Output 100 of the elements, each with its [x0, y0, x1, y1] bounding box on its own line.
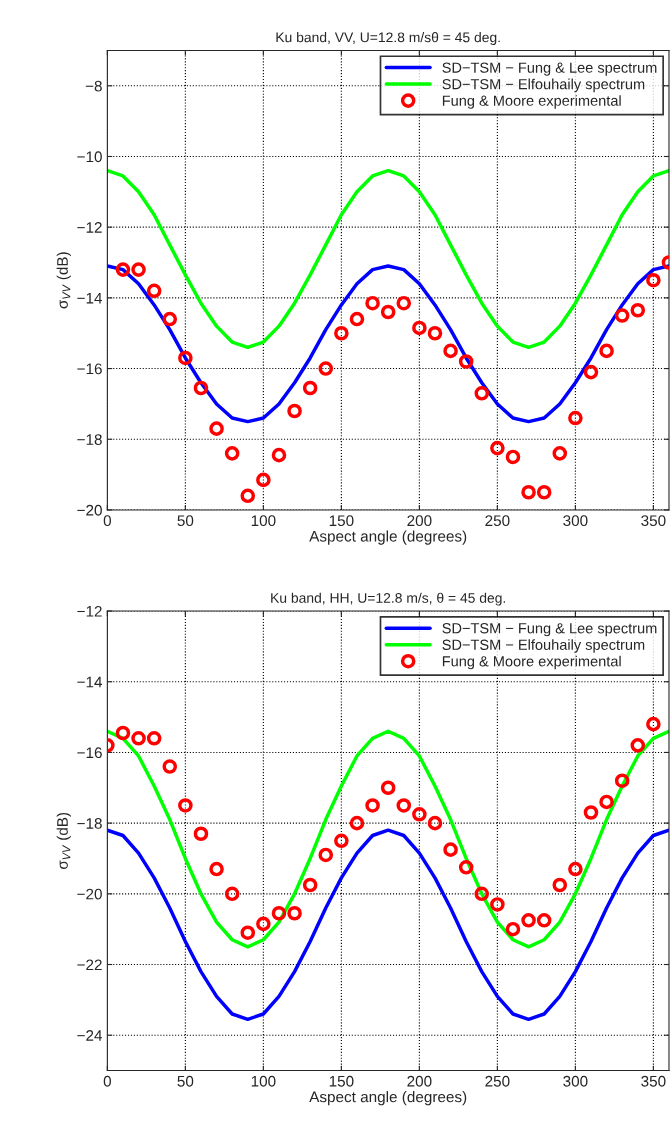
- y-tick-label: −10: [77, 151, 102, 163]
- x-tick-label: 300: [563, 1075, 588, 1087]
- y-tick-label: −14: [77, 676, 103, 688]
- point: [458, 354, 474, 369]
- x-tick-label: 250: [485, 1075, 510, 1087]
- point: [115, 262, 131, 277]
- point: [427, 815, 443, 831]
- point: [536, 484, 552, 500]
- point: [568, 861, 583, 877]
- point: [552, 446, 568, 461]
- point: [396, 798, 412, 813]
- y-tick-label: −14: [77, 292, 103, 304]
- point: [302, 380, 318, 396]
- point: [505, 449, 521, 465]
- point: [630, 302, 646, 318]
- chart-title: Ku band, HH, U=12.8 m/s, θ = 45 deg.: [271, 592, 506, 606]
- x-tick-label: 50: [177, 1075, 194, 1087]
- legend-label: Fung & Moore experimental: [442, 95, 621, 109]
- y-axis-title: σ$_{VV}$ (dB): [56, 812, 71, 870]
- x-tick-label: 250: [485, 515, 510, 527]
- point: [521, 913, 536, 928]
- y-tick-label: −16: [77, 363, 102, 375]
- legend-label: SD−TSM − Fung & Lee spectrum: [442, 623, 657, 637]
- point: [380, 780, 396, 796]
- point: [193, 380, 209, 396]
- point: [646, 272, 661, 288]
- point: [614, 773, 630, 789]
- point: [146, 283, 162, 299]
- point: [490, 440, 505, 456]
- y-tick-label: −8: [85, 80, 102, 92]
- point: [583, 805, 599, 820]
- point: [474, 386, 490, 401]
- point: [334, 833, 349, 849]
- point: [505, 921, 521, 937]
- line-series: [107, 168, 669, 350]
- point: [490, 897, 505, 912]
- x-tick-label: 350: [641, 1075, 666, 1087]
- point: [287, 403, 302, 419]
- point: [614, 308, 630, 323]
- y-tick-label: −12: [77, 605, 102, 617]
- point: [193, 826, 209, 842]
- point: [318, 361, 334, 376]
- point: [271, 447, 287, 463]
- point: [646, 716, 661, 732]
- point: [396, 295, 412, 311]
- y-tick-label: −16: [77, 747, 102, 759]
- point: [412, 806, 427, 822]
- y-axis-title: σ$_{VV}$ (dB): [56, 252, 71, 309]
- point: [115, 725, 131, 741]
- x-tick-label: 150: [329, 515, 354, 527]
- legend-label: SD−TSM − Elfouhaily spectrum: [442, 639, 645, 653]
- x-tick-label: 350: [641, 515, 666, 527]
- point: [146, 731, 162, 746]
- point: [599, 343, 614, 359]
- point: [521, 484, 536, 500]
- x-tick-label: 50: [177, 515, 194, 527]
- point: [599, 794, 614, 810]
- point: [240, 488, 256, 504]
- point: [224, 446, 240, 461]
- x-tick-label: 0: [103, 515, 112, 527]
- point: [318, 847, 334, 863]
- x-tick-label: 200: [407, 515, 432, 527]
- y-tick-label: −24: [77, 1030, 103, 1041]
- point: [178, 350, 193, 366]
- point: [349, 311, 365, 327]
- point: [256, 916, 271, 932]
- point: [349, 815, 365, 831]
- point: [162, 311, 178, 327]
- chart-title: Ku band, VV, U=12.8 m/sθ = 45 deg.: [276, 32, 500, 45]
- point: [630, 738, 646, 753]
- x-tick-label: 200: [407, 1075, 432, 1087]
- y-tick-label: −18: [77, 434, 102, 445]
- point: [583, 364, 599, 380]
- point: [256, 472, 271, 488]
- x-axis-title: Aspect angle (degrees): [309, 1091, 467, 1106]
- y-tick-label: −20: [77, 888, 102, 900]
- point: [552, 877, 568, 893]
- point: [365, 295, 380, 311]
- point: [178, 798, 193, 813]
- y-tick-label: −12: [77, 222, 102, 233]
- point: [365, 798, 380, 813]
- point: [412, 320, 427, 336]
- point: [474, 886, 490, 902]
- point: [443, 842, 458, 857]
- legend-label: SD−TSM − Fung & Lee spectrum: [442, 62, 657, 76]
- y-tick-label: −22: [77, 959, 102, 971]
- point: [334, 325, 349, 341]
- point: [380, 304, 396, 320]
- x-tick-label: 100: [251, 1075, 276, 1087]
- point: [224, 886, 240, 902]
- y-tick-label: −18: [77, 817, 102, 829]
- point: [240, 925, 256, 940]
- x-axis-title: Aspect angle (degrees): [309, 530, 467, 545]
- point: [209, 421, 224, 436]
- point: [536, 913, 552, 928]
- point: [287, 905, 302, 921]
- x-tick-label: 100: [251, 515, 276, 527]
- x-tick-label: 0: [103, 1075, 112, 1087]
- line-series: [107, 828, 669, 1022]
- point: [443, 343, 458, 359]
